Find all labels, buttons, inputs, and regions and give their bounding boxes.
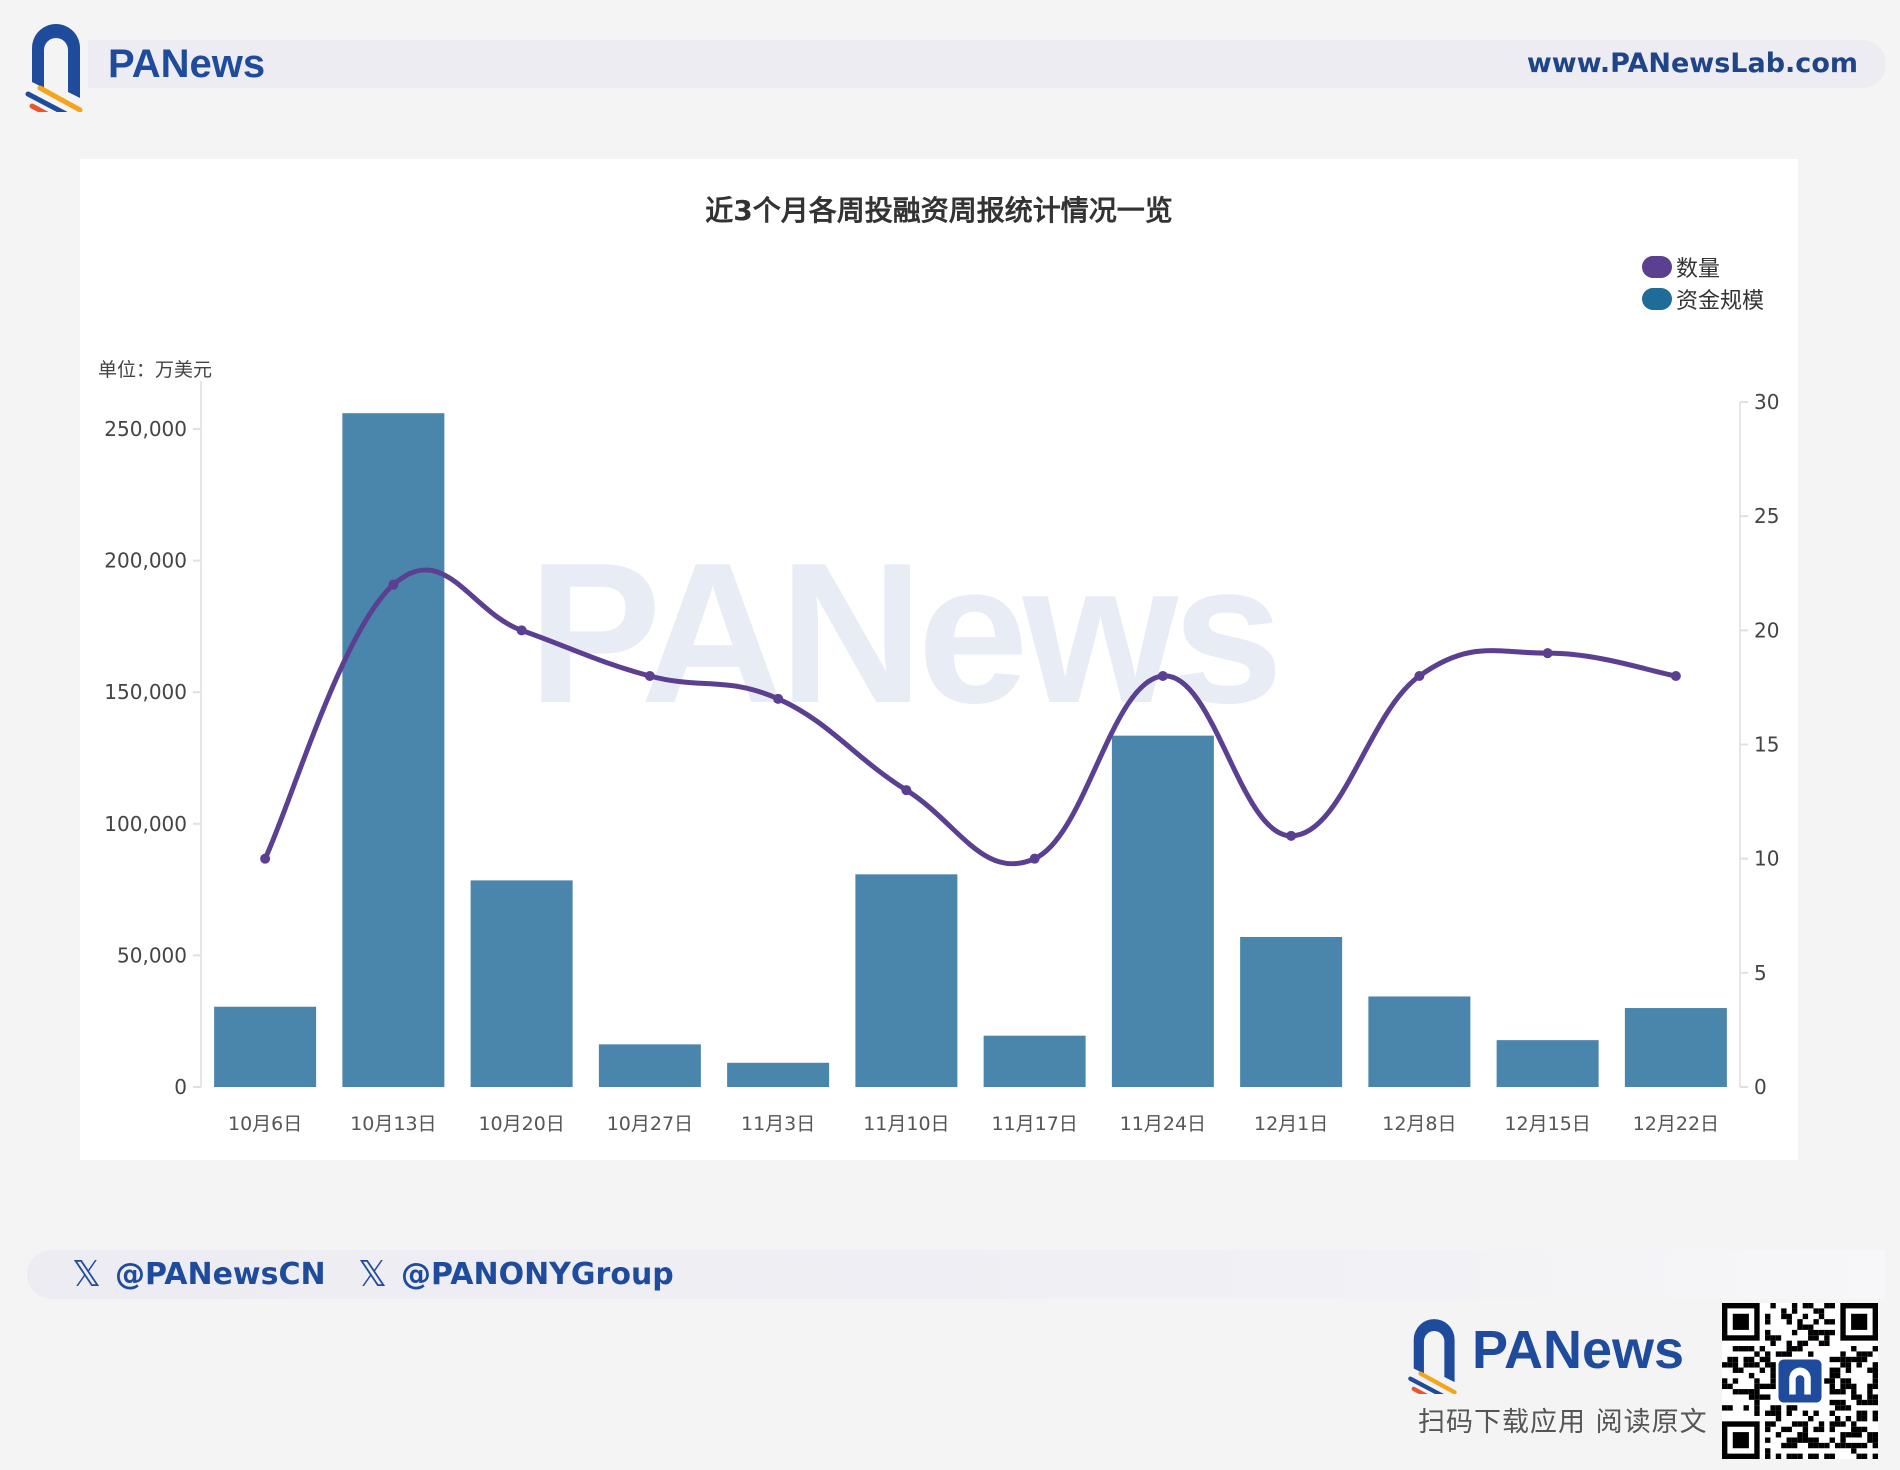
footer-social-bar	[27, 1250, 1885, 1299]
line-point-count[interactable]	[1286, 830, 1297, 841]
line-point-count[interactable]	[1029, 853, 1040, 864]
x-tick-label: 12月1日	[1254, 1113, 1328, 1135]
y-left-tick-label: 200,000	[104, 549, 187, 573]
y-left-tick-label: 250,000	[104, 417, 187, 441]
panews-logo-icon	[1408, 1319, 1457, 1394]
y-right-tick-label: 0	[1754, 1075, 1767, 1099]
y-right-tick-label: 10	[1754, 847, 1779, 871]
bar-funding[interactable]	[1240, 936, 1343, 1087]
bar-funding[interactable]	[598, 1044, 701, 1087]
x-tick-label: 11月10日	[863, 1113, 949, 1135]
bar-funding[interactable]	[470, 880, 573, 1087]
x-tick-label: 10月13日	[350, 1113, 436, 1135]
legend-item-amount[interactable]: 资金规模	[1642, 283, 1764, 315]
x-tick-label: 10月20日	[478, 1113, 564, 1135]
bar-funding[interactable]	[1368, 996, 1471, 1087]
panews-logo-icon	[25, 24, 83, 112]
x-tick-label: 11月17日	[991, 1113, 1077, 1135]
chart-title: 近3个月各周投融资周报统计情况一览	[705, 194, 1173, 227]
line-point-count[interactable]	[901, 785, 912, 796]
line-point-count[interactable]	[1542, 648, 1553, 659]
legend-swatch-amount	[1642, 288, 1672, 310]
x-tick-label: 12月15日	[1504, 1113, 1590, 1135]
x-logo-icon: 𝕏	[72, 1254, 102, 1295]
bar-funding[interactable]	[1624, 1008, 1727, 1087]
line-point-count[interactable]	[644, 671, 655, 681]
x-tick-label: 10月6日	[228, 1113, 302, 1135]
line-point-count[interactable]	[516, 625, 527, 636]
footer-brand-name: PANews	[1472, 1320, 1685, 1380]
legend-swatch-count	[1642, 256, 1672, 278]
line-point-count[interactable]	[1157, 671, 1168, 681]
header-bar	[88, 40, 1886, 88]
bar-funding[interactable]	[342, 413, 445, 1087]
line-point-count[interactable]	[773, 693, 784, 704]
combo-chart: 0 50,000 100,000 150,000 200,000 250,000 0 5 10 1…	[104, 381, 1779, 1135]
line-count	[262, 567, 1677, 867]
bar-funding[interactable]	[855, 874, 958, 1087]
social-handle-text: @PANewsCN	[115, 1257, 326, 1292]
unit-label: 单位：万美元	[98, 359, 213, 381]
bar-funding[interactable]	[983, 1035, 1086, 1087]
x-tick-label: 11月3日	[741, 1113, 815, 1135]
y-left-tick-label: 150,000	[104, 680, 187, 704]
x-logo-icon: 𝕏	[358, 1254, 388, 1295]
y-right-tick-label: 5	[1754, 961, 1767, 985]
chart-card: PANews 近3个月各周投融资周报统计情况一览 数量 资金规模 单位：万美元 …	[80, 159, 1798, 1160]
legend-label-count: 数量	[1676, 257, 1721, 282]
y-right-tick-label: 25	[1754, 504, 1779, 528]
x-tick-label: 11月24日	[1120, 1113, 1206, 1135]
social-handle-panonygroup[interactable]: 𝕏 @PANONYGroup	[358, 1250, 674, 1299]
bar-funding[interactable]	[727, 1062, 830, 1087]
social-handle-text: @PANONYGroup	[401, 1257, 674, 1292]
brand-name: PANews	[108, 42, 266, 86]
bar-funding[interactable]	[1496, 1040, 1599, 1087]
line-point-count[interactable]	[1670, 671, 1681, 681]
site-url-link[interactable]: www.PANewsLab.com	[1526, 48, 1858, 79]
y-left-tick-label: 0	[174, 1075, 187, 1099]
y-right-tick-label: 30	[1754, 390, 1779, 414]
x-tick-label: 10月27日	[607, 1113, 693, 1135]
social-handle-panewscn[interactable]: 𝕏 @PANewsCN	[72, 1250, 326, 1299]
x-tick-label: 12月22日	[1633, 1113, 1719, 1135]
bar-funding[interactable]	[214, 1006, 317, 1087]
y-right-tick-label: 15	[1754, 733, 1779, 757]
legend: 数量 资金规模	[1642, 251, 1764, 315]
line-point-count[interactable]	[260, 853, 271, 864]
qr-code[interactable]	[1722, 1303, 1878, 1459]
y-left-tick-label: 100,000	[104, 812, 187, 836]
x-tick-label: 12月8日	[1382, 1113, 1456, 1135]
y-right-tick-label: 20	[1754, 618, 1779, 642]
line-point-count[interactable]	[1414, 671, 1425, 681]
download-app-text: 扫码下载应用 阅读原文	[1418, 1407, 1708, 1438]
line-point-count[interactable]	[388, 579, 399, 590]
legend-item-count[interactable]: 数量	[1642, 251, 1764, 283]
bar-funding[interactable]	[1111, 735, 1214, 1087]
y-left-tick-label: 50,000	[117, 943, 187, 967]
legend-label-amount: 资金规模	[1676, 289, 1765, 314]
